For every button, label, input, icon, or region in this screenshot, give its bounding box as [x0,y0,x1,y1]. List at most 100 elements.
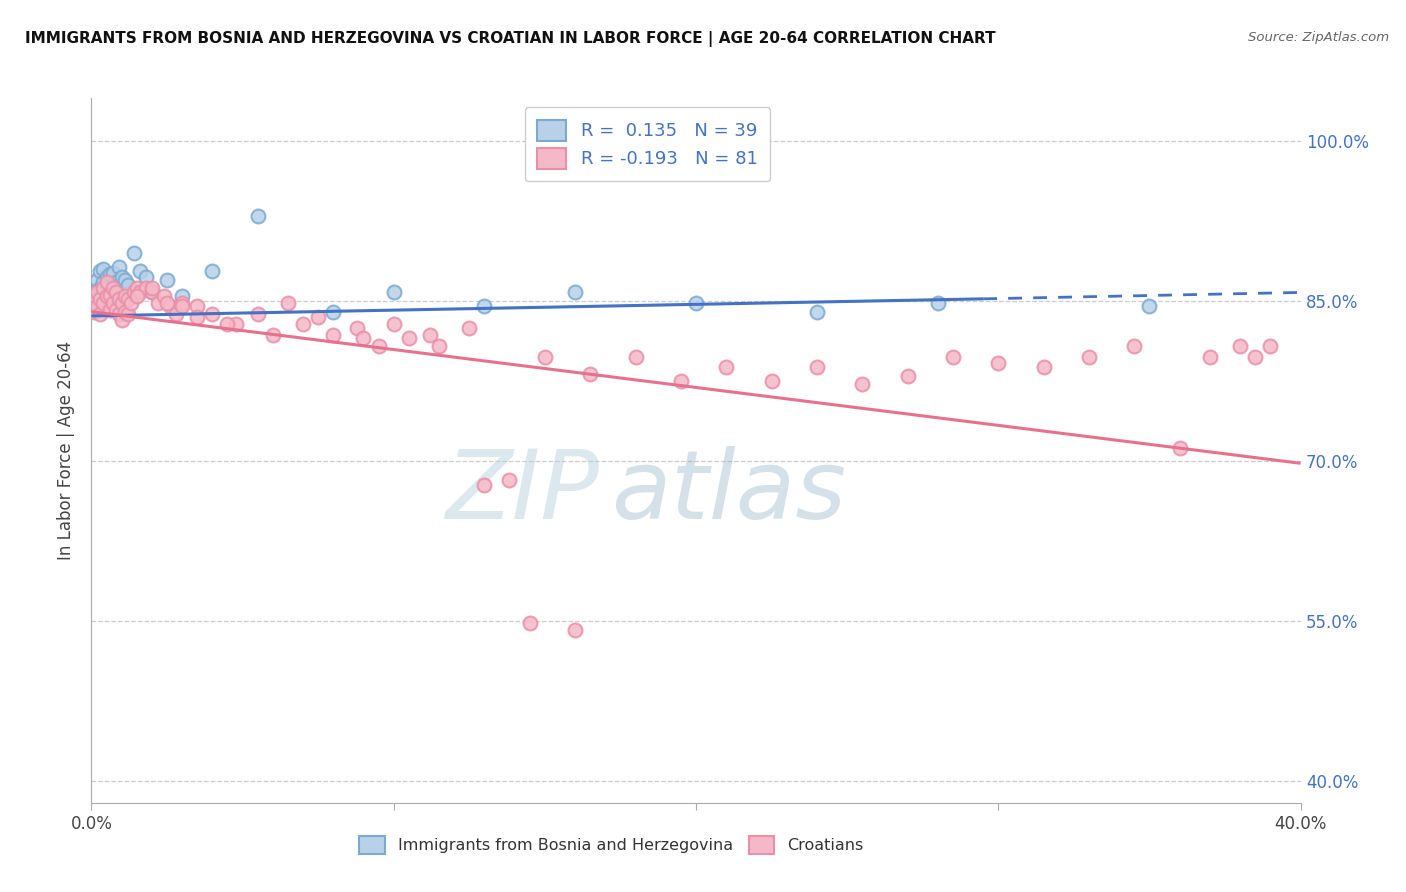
Point [135,270,157,285]
Point [98,281,121,295]
Point [806,360,828,375]
Point [427,339,450,353]
Point [472,299,495,313]
Point [1244,350,1267,364]
Point [761,374,783,388]
Point [128,285,150,300]
Point [624,350,647,364]
Point [141,281,163,295]
Point [101,281,124,295]
Point [83,293,105,308]
Point [1229,339,1251,353]
Point [98,287,121,301]
Point [111,296,132,310]
Point [156,296,179,310]
Point [519,616,541,631]
Point [101,266,124,280]
Point [89,307,111,321]
Point [122,285,145,300]
Point [120,296,142,310]
Point [685,296,707,310]
Point [98,302,121,317]
Point [987,356,1010,370]
Point [135,281,157,295]
Point [172,296,194,310]
Point [104,302,127,317]
Point [125,288,148,302]
Point [111,270,132,285]
Point [246,209,269,223]
Point [346,320,368,334]
Point [86,285,108,300]
Point [83,299,105,313]
Point [851,377,873,392]
Point [146,296,169,310]
Point [367,339,389,353]
Point [942,350,965,364]
Point [128,264,150,278]
Point [104,285,127,300]
Point [201,307,224,321]
Point [141,285,163,300]
Point [277,296,299,310]
Point [111,313,132,327]
Point [114,304,136,318]
Point [1168,442,1191,456]
Point [117,292,139,306]
Point [246,307,269,321]
Point [96,285,118,300]
Point [93,287,115,301]
Point [1123,339,1146,353]
Point [806,304,828,318]
Point [117,277,139,292]
Point [458,320,481,334]
Point [89,292,111,306]
Point [564,285,586,300]
Point [1032,360,1054,375]
Point [669,374,692,388]
Legend: Immigrants from Bosnia and Herzegovina, Croatians: Immigrants from Bosnia and Herzegovina, … [349,824,875,865]
Point [89,264,111,278]
Text: atlas: atlas [612,446,846,540]
Point [322,304,344,318]
Point [533,350,555,364]
Point [201,264,224,278]
Point [117,307,139,321]
Point [125,281,148,295]
Point [86,283,108,297]
Point [83,288,105,302]
Point [382,285,405,300]
Point [98,268,121,282]
Point [86,272,108,286]
Point [96,275,118,289]
Point [93,281,115,295]
Point [172,288,194,302]
Point [398,331,420,345]
Point [897,368,920,383]
Y-axis label: In Labor Force | Age 20-64: In Labor Force | Age 20-64 [56,341,75,560]
Point [83,293,105,308]
Point [262,328,284,343]
Point [1198,350,1220,364]
Point [141,285,163,300]
Point [172,299,194,313]
Point [307,310,329,324]
Point [83,304,105,318]
Point [93,296,115,310]
Point [472,477,495,491]
Text: IMMIGRANTS FROM BOSNIA AND HERZEGOVINA VS CROATIAN IN LABOR FORCE | AGE 20-64 CO: IMMIGRANTS FROM BOSNIA AND HERZEGOVINA V… [25,31,995,47]
Point [86,299,108,313]
Point [114,272,136,286]
Point [156,272,179,286]
Point [579,367,602,381]
Point [86,296,108,310]
Point [107,307,129,321]
Point [498,474,520,488]
Point [564,623,586,637]
Point [93,262,115,277]
Point [107,292,129,306]
Point [114,288,136,302]
Point [186,299,208,313]
Point [122,246,145,260]
Point [714,360,737,375]
